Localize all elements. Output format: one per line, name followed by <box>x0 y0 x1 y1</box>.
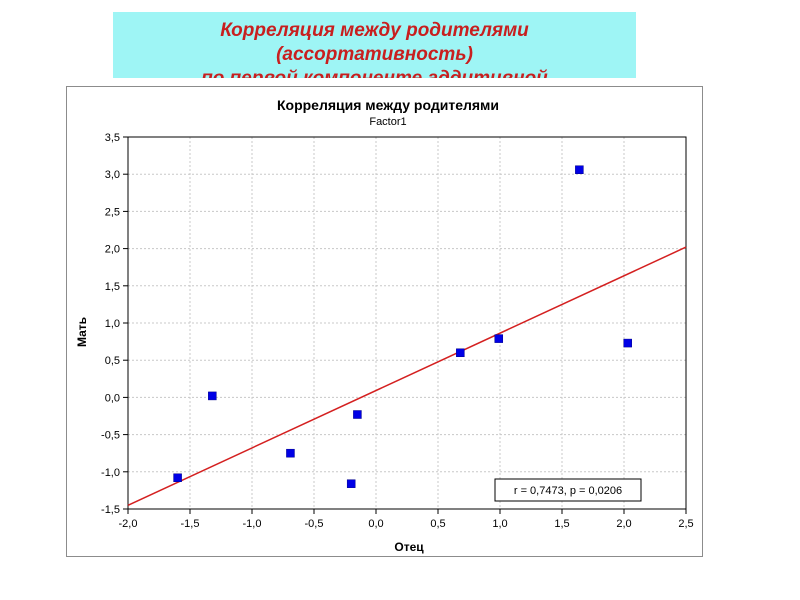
data-point <box>346 479 356 488</box>
stats-annotation-box <box>494 478 642 502</box>
x-tick-label: -0,5 <box>305 518 324 530</box>
scatter-chart: -2,0 -1,5 -1,0 -0,5 0,0 0,5 1,0 1,5 2,0 2,5 -1,5 -1… <box>75 97 694 554</box>
chart-subtitle: Factor1 <box>369 116 406 128</box>
data-point <box>286 448 295 458</box>
data-point <box>173 473 182 483</box>
data-point <box>623 338 632 348</box>
x-tick-label: 2,0 <box>616 518 631 530</box>
x-tick-label: 1,0 <box>492 518 507 530</box>
grid-layer <box>128 137 686 509</box>
point-layer <box>173 165 632 488</box>
x-tick-label: 0,5 <box>430 518 445 530</box>
x-tick-label: -1,5 <box>181 518 200 530</box>
x-tick-label: 0,0 <box>368 518 383 530</box>
y-tick-label: 0,5 <box>105 355 120 367</box>
chart-frame: -2,0 -1,5 -1,0 -0,5 0,0 0,5 1,0 1,5 2,0 2,5 -1,5 -1… <box>66 86 703 557</box>
regression-line <box>127 246 687 506</box>
y-tick-label: -1,5 <box>101 504 120 516</box>
y-tick-label: 2,0 <box>105 244 120 256</box>
x-tick-label: 2,5 <box>678 518 693 530</box>
data-point <box>208 391 217 401</box>
stats-annotation: r = 0,7473, p = 0,0206 <box>494 478 642 502</box>
data-point <box>494 334 504 343</box>
x-tick-label: -2,0 <box>119 518 138 530</box>
slide-title-line-1: Корреляция между родителями <box>220 20 529 41</box>
x-axis-label: Отец <box>394 540 424 554</box>
y-axis-label: Мать <box>75 317 89 347</box>
data-point <box>456 348 465 358</box>
y-tick-label: 1,0 <box>105 318 120 330</box>
chart-title: Корреляция между родителями <box>277 97 499 113</box>
y-tick-label: 2,5 <box>105 206 120 218</box>
slide-title-line-2: (ассортативность) <box>276 44 473 65</box>
data-point <box>575 165 584 174</box>
stats-annotation-text: r = 0,7473, p = 0,0206 <box>514 485 622 497</box>
x-tick-label: -1,0 <box>243 518 262 530</box>
fit-line-layer <box>127 246 687 506</box>
y-tick-label: -1,0 <box>101 467 120 479</box>
tick-layer: -2,0 -1,5 -1,0 -0,5 0,0 0,5 1,0 1,5 2,0 2,5 -1,5 -1… <box>101 132 694 530</box>
data-point <box>353 410 362 419</box>
plot-area <box>127 136 687 510</box>
y-tick-label: -0,5 <box>101 430 120 442</box>
y-tick-label: 3,0 <box>105 169 120 181</box>
x-tick-label: 1,5 <box>554 518 569 530</box>
slide-title-banner: Корреляция между родителями (ассортативн… <box>113 12 636 78</box>
slide-title-line-3: по первой компоненте аддитивной <box>113 67 636 78</box>
y-tick-label: 1,5 <box>105 281 120 293</box>
y-tick-label: 0,0 <box>105 392 120 404</box>
y-tick-label: 3,5 <box>105 132 120 144</box>
